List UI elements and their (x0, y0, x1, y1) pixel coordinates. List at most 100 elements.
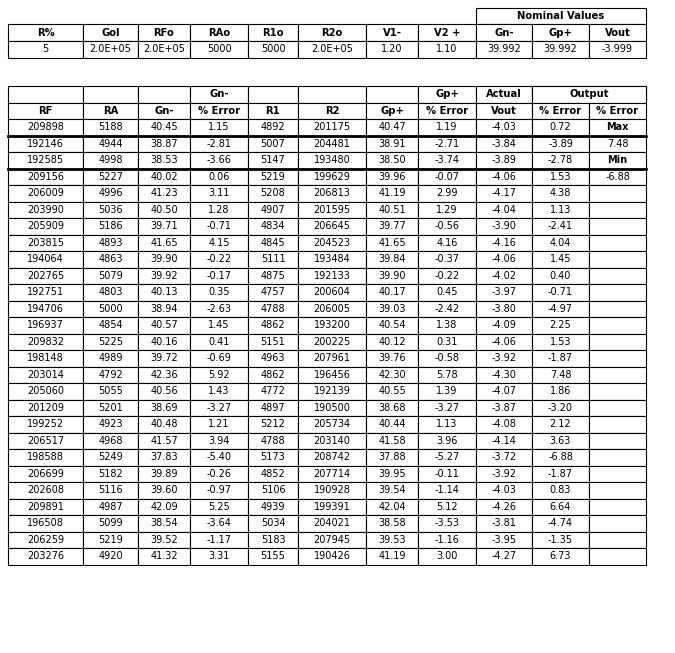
Bar (366, 400, 418, 416)
Text: 5155: 5155 (261, 551, 286, 561)
Bar (532, 24, 589, 41)
Text: 39.96: 39.96 (378, 172, 406, 182)
Bar (418, 317, 476, 334)
Text: 193200: 193200 (314, 320, 350, 330)
Bar (8, 532, 83, 548)
Bar (298, 366, 366, 383)
Bar (366, 432, 418, 449)
Bar (366, 350, 418, 366)
Bar (83, 334, 138, 350)
Text: 203276: 203276 (27, 551, 64, 561)
Bar (138, 482, 190, 498)
Bar (248, 284, 298, 300)
Text: 5183: 5183 (261, 535, 286, 545)
Text: 4834: 4834 (261, 221, 286, 231)
Text: 42.04: 42.04 (378, 502, 406, 512)
Bar (190, 103, 248, 119)
Text: 5188: 5188 (98, 122, 123, 133)
Text: 4907: 4907 (261, 205, 286, 215)
Bar (366, 234, 418, 251)
Bar (366, 103, 418, 119)
Text: 3.11: 3.11 (209, 188, 230, 199)
Text: 199629: 199629 (314, 172, 350, 182)
Bar (83, 449, 138, 466)
Text: 209898: 209898 (27, 122, 64, 133)
Bar (83, 24, 138, 41)
Text: 190500: 190500 (314, 403, 350, 413)
Bar (418, 152, 476, 168)
Text: Actual: Actual (486, 89, 522, 99)
Bar (83, 515, 138, 532)
Bar (366, 383, 418, 400)
Text: 40.48: 40.48 (151, 419, 178, 429)
Text: -3.84: -3.84 (491, 138, 516, 149)
Bar (138, 202, 190, 218)
Text: -0.17: -0.17 (207, 271, 232, 281)
Text: 4897: 4897 (261, 403, 286, 413)
Bar (418, 400, 476, 416)
Text: % Error: % Error (198, 106, 240, 116)
Bar (418, 498, 476, 515)
Bar (190, 334, 248, 350)
Bar (190, 532, 248, 548)
Bar (248, 103, 298, 119)
Text: 42.09: 42.09 (150, 502, 178, 512)
Text: 199391: 199391 (314, 502, 350, 512)
Text: 41.65: 41.65 (150, 238, 178, 247)
Bar (190, 202, 248, 218)
Bar (298, 334, 366, 350)
Text: 41.58: 41.58 (378, 436, 406, 446)
Bar (83, 482, 138, 498)
Text: Gol: Gol (101, 27, 119, 37)
Text: 5.92: 5.92 (208, 370, 230, 380)
Text: -4.74: -4.74 (548, 518, 573, 528)
Text: -3.27: -3.27 (207, 403, 232, 413)
Bar (138, 416, 190, 432)
Bar (298, 466, 366, 482)
Text: 40.45: 40.45 (150, 122, 178, 133)
Bar (366, 449, 418, 466)
Bar (8, 251, 83, 268)
Text: 37.88: 37.88 (378, 453, 406, 462)
Text: 1.43: 1.43 (209, 387, 230, 396)
Text: RAo: RAo (208, 27, 230, 37)
Text: -4.97: -4.97 (548, 304, 573, 313)
Text: 4845: 4845 (261, 238, 286, 247)
Text: 4996: 4996 (99, 188, 123, 199)
Text: 208742: 208742 (313, 453, 350, 462)
Bar (532, 400, 589, 416)
Bar (589, 482, 646, 498)
Text: Gn-: Gn- (155, 106, 173, 116)
Bar (532, 532, 589, 548)
Text: 4987: 4987 (98, 502, 123, 512)
Text: 1.10: 1.10 (436, 44, 458, 54)
Bar (190, 432, 248, 449)
Text: -0.58: -0.58 (435, 353, 460, 363)
Bar (476, 268, 532, 284)
Text: 5.25: 5.25 (208, 502, 230, 512)
Text: 4998: 4998 (99, 155, 123, 165)
Bar (589, 366, 646, 383)
Bar (532, 218, 589, 234)
Text: -4.03: -4.03 (491, 485, 516, 495)
Text: Output: Output (569, 89, 609, 99)
Text: -2.81: -2.81 (207, 138, 232, 149)
Text: 4852: 4852 (261, 469, 286, 479)
Text: 40.44: 40.44 (378, 419, 406, 429)
Bar (532, 366, 589, 383)
Text: RA: RA (103, 106, 118, 116)
Bar (476, 400, 532, 416)
Text: -0.22: -0.22 (435, 271, 460, 281)
Bar (476, 334, 532, 350)
Text: 206517: 206517 (27, 436, 64, 446)
Text: 39.60: 39.60 (151, 485, 178, 495)
Bar (190, 119, 248, 136)
Text: -3.89: -3.89 (491, 155, 516, 165)
Text: 5182: 5182 (98, 469, 123, 479)
Text: -4.16: -4.16 (491, 238, 516, 247)
Bar (138, 300, 190, 317)
Text: 196937: 196937 (27, 320, 64, 330)
Text: 192146: 192146 (27, 138, 64, 149)
Bar (532, 466, 589, 482)
Text: 2.0E+05: 2.0E+05 (90, 44, 132, 54)
